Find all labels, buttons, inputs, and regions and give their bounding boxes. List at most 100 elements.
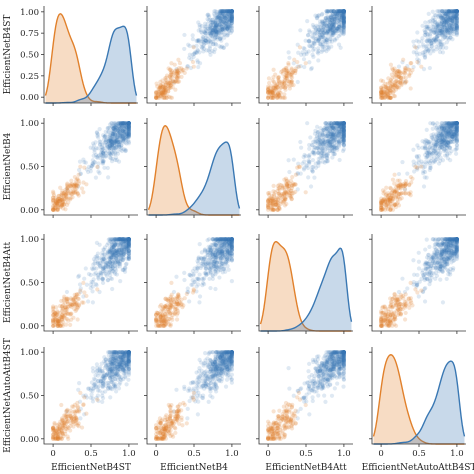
scatter-point bbox=[305, 19, 310, 24]
scatter-point bbox=[228, 255, 233, 260]
scatter-point bbox=[167, 74, 172, 79]
scatter-point bbox=[324, 11, 329, 16]
scatter-point bbox=[212, 25, 217, 30]
scatter-point bbox=[159, 90, 164, 95]
scatter-point bbox=[218, 35, 224, 40]
scatter-point bbox=[442, 14, 447, 19]
scatter-point bbox=[229, 18, 234, 24]
scatter-point bbox=[208, 17, 213, 22]
scatter-point bbox=[162, 84, 168, 89]
scatter-point bbox=[229, 9, 234, 14]
scatter-point bbox=[330, 155, 335, 160]
scatter-point bbox=[430, 9, 435, 14]
scatter-point bbox=[217, 18, 223, 24]
scatter-point bbox=[307, 60, 312, 65]
scatter-point bbox=[91, 262, 96, 267]
scatter-point bbox=[227, 12, 232, 17]
scatter-point bbox=[176, 70, 181, 76]
scatter-point bbox=[430, 121, 435, 126]
scatter-point bbox=[422, 152, 428, 158]
scatter-point bbox=[299, 145, 304, 150]
scatter-point bbox=[229, 18, 234, 23]
scatter-point bbox=[390, 177, 396, 182]
scatter-point bbox=[229, 14, 234, 19]
scatter-point bbox=[229, 25, 234, 30]
scatter-point bbox=[271, 67, 276, 72]
scatter-point bbox=[324, 49, 329, 54]
scatter-point bbox=[191, 64, 196, 69]
scatter-point bbox=[428, 29, 433, 34]
scatter-point bbox=[321, 127, 326, 132]
scatter-point bbox=[289, 67, 295, 72]
scatter-point bbox=[168, 75, 173, 80]
scatter-point bbox=[214, 34, 220, 40]
scatter-point bbox=[336, 25, 342, 30]
panel-1-0: 0.000.501.00 bbox=[20, 118, 138, 218]
scatter-point bbox=[108, 276, 113, 281]
scatter-point bbox=[211, 23, 216, 28]
scatter-point bbox=[221, 9, 226, 14]
scatter-point bbox=[400, 159, 405, 165]
scatter-point bbox=[316, 147, 322, 152]
scatter-point bbox=[217, 11, 222, 16]
scatter-point bbox=[316, 48, 321, 53]
scatter-point bbox=[216, 13, 222, 19]
scatter-point bbox=[266, 76, 272, 81]
scatter-point bbox=[76, 274, 81, 279]
scatter-point bbox=[173, 87, 178, 92]
scatter-point bbox=[197, 50, 202, 55]
scatter-point bbox=[91, 257, 97, 262]
scatter-point bbox=[208, 32, 214, 37]
scatter-point bbox=[168, 95, 173, 100]
scatter-point bbox=[406, 191, 411, 196]
scatter-point bbox=[222, 32, 227, 37]
scatter-point bbox=[222, 15, 227, 21]
scatter-point bbox=[441, 148, 447, 153]
scatter-point bbox=[211, 32, 216, 37]
scatter-point bbox=[221, 45, 227, 50]
scatter-point bbox=[211, 30, 216, 35]
scatter-point bbox=[107, 150, 112, 156]
scatter-point bbox=[224, 9, 229, 14]
scatter-point bbox=[229, 9, 234, 14]
scatter-point bbox=[397, 80, 403, 85]
scatter-point bbox=[312, 46, 317, 52]
scatter-point bbox=[57, 196, 62, 201]
scatter-point bbox=[229, 9, 234, 14]
scatter-point bbox=[312, 31, 317, 36]
scatter-point bbox=[302, 64, 307, 70]
scatter-point bbox=[229, 12, 234, 17]
scatter-point bbox=[316, 13, 322, 18]
scatter-point bbox=[227, 23, 232, 28]
scatter-point bbox=[422, 29, 428, 35]
scatter-point bbox=[228, 11, 233, 16]
scatter-point bbox=[224, 42, 229, 47]
scatter-point bbox=[419, 164, 424, 169]
scatter-point bbox=[336, 42, 342, 47]
scatter-point bbox=[213, 25, 218, 30]
scatter-point bbox=[445, 156, 450, 161]
scatter-point bbox=[173, 79, 178, 84]
scatter-point bbox=[433, 146, 438, 151]
scatter-point bbox=[209, 20, 214, 25]
scatter-point bbox=[308, 66, 314, 72]
scatter-point bbox=[227, 28, 232, 34]
scatter-point bbox=[229, 18, 234, 23]
scatter-point bbox=[275, 183, 280, 189]
scatter-point bbox=[220, 11, 226, 16]
scatter-point bbox=[226, 20, 232, 25]
scatter-point bbox=[197, 24, 202, 29]
scatter-point bbox=[101, 159, 106, 164]
scatter-point bbox=[224, 23, 229, 29]
scatter-point bbox=[75, 296, 80, 301]
scatter-point bbox=[227, 16, 232, 21]
scatter-point bbox=[112, 140, 117, 145]
y-tick-label: 1.00 bbox=[20, 8, 39, 18]
scatter-point bbox=[202, 38, 208, 43]
scatter-point bbox=[224, 13, 229, 18]
scatter-point bbox=[209, 27, 214, 32]
scatter-point bbox=[74, 307, 79, 312]
scatter-point bbox=[207, 38, 212, 43]
panel-1-1 bbox=[144, 118, 241, 218]
y-tick-label: 0.50 bbox=[20, 163, 39, 173]
